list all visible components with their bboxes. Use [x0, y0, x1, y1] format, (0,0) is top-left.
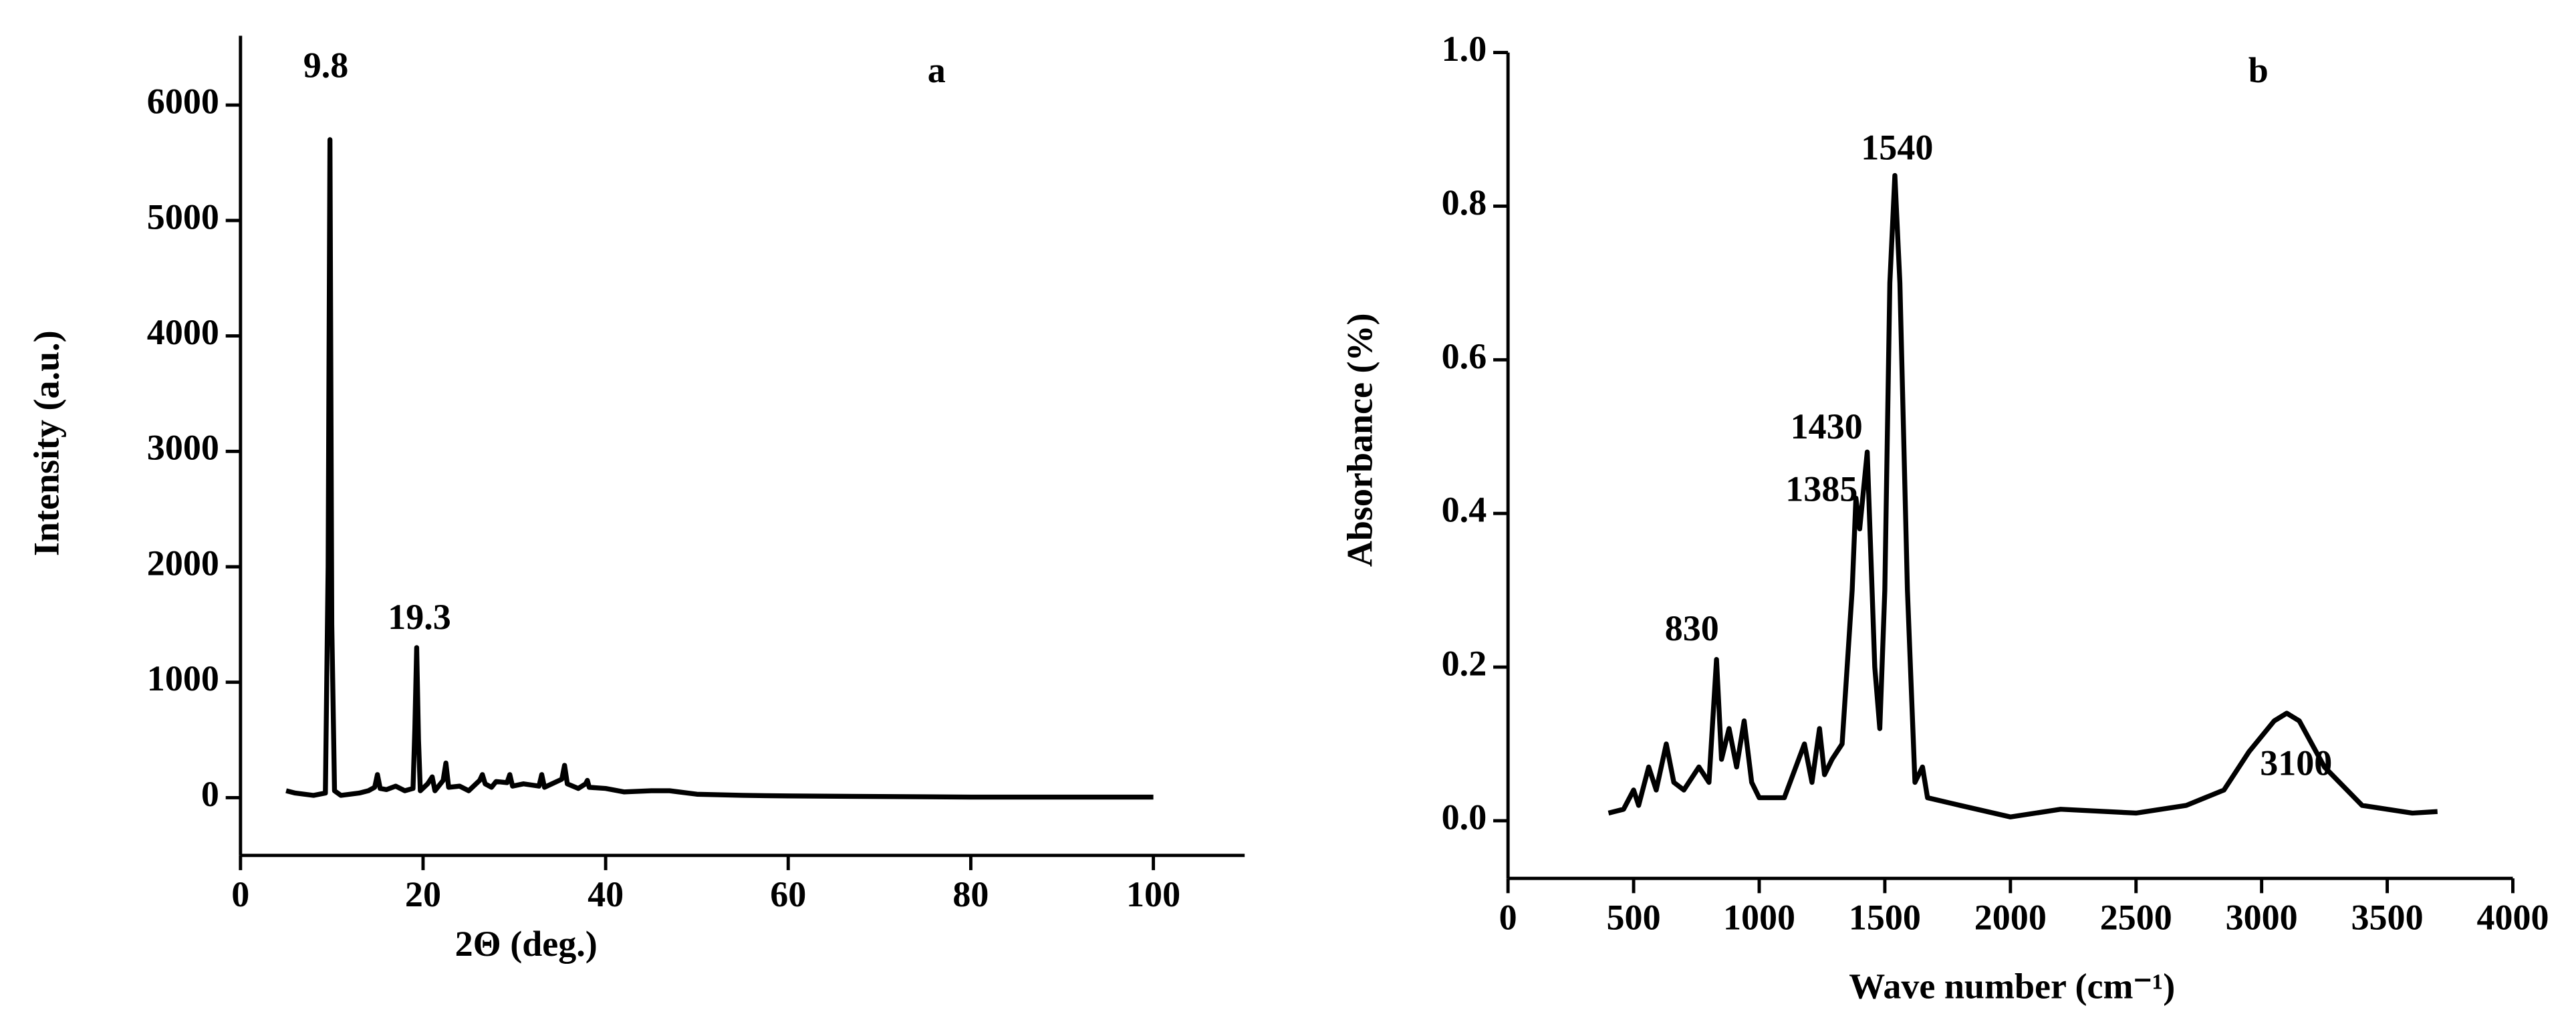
x-axis-label: 2Θ (deg.)	[455, 924, 598, 964]
y-tick-label: 1.0	[1442, 29, 1487, 69]
peak-label: 3100	[2260, 743, 2332, 783]
y-tick-label: 5000	[147, 197, 219, 237]
y-tick-label: 3000	[147, 428, 219, 468]
y-tick-label: 0.8	[1442, 182, 1487, 223]
y-tick-label: 1000	[147, 658, 219, 698]
peak-label: 9.8	[303, 45, 349, 86]
x-tick-label: 4000	[2476, 897, 2549, 937]
y-axis-label: Absorbance (%)	[1339, 313, 1380, 567]
y-tick-label: 2000	[147, 543, 219, 583]
x-tick-label: 20	[405, 874, 441, 914]
x-tick-label: 2000	[1974, 897, 2047, 937]
x-axis-label: Wave number (cm⁻¹)	[1849, 966, 2175, 1007]
y-tick-label: 0.6	[1442, 336, 1487, 376]
x-tick-label: 80	[952, 874, 989, 914]
x-tick-label: 1500	[1849, 897, 1921, 937]
peak-label: 830	[1665, 608, 1719, 648]
x-tick-label: 100	[1126, 874, 1180, 914]
data-line	[285, 137, 1154, 800]
peak-label: 1430	[1791, 406, 1863, 446]
x-tick-label: 2500	[2100, 897, 2172, 937]
y-tick-label: 0.2	[1442, 644, 1487, 684]
x-tick-label: 0	[1499, 897, 1517, 937]
y-tick-label: 0	[201, 774, 219, 814]
x-tick-label: 60	[770, 874, 806, 914]
x-tick-label: 0	[231, 874, 249, 914]
y-tick-label: 0.0	[1442, 797, 1487, 837]
peak-label: 1540	[1861, 127, 1933, 167]
y-tick-label: 0.4	[1442, 490, 1487, 530]
y-axis-label: Intensity (a.u.)	[26, 330, 66, 556]
panel-label: a	[928, 50, 946, 90]
data-line	[1607, 172, 2438, 819]
x-tick-label: 1000	[1723, 897, 1795, 937]
x-tick-label: 40	[588, 874, 624, 914]
y-tick-label: 4000	[147, 312, 219, 352]
x-tick-label: 500	[1607, 897, 1661, 937]
peak-label: 1385	[1785, 469, 1857, 509]
peak-label: 19.3	[388, 597, 451, 637]
y-tick-label: 6000	[147, 82, 219, 122]
x-tick-label: 3500	[2351, 897, 2424, 937]
x-tick-label: 3000	[2226, 897, 2298, 937]
panel-label: b	[2248, 50, 2269, 90]
